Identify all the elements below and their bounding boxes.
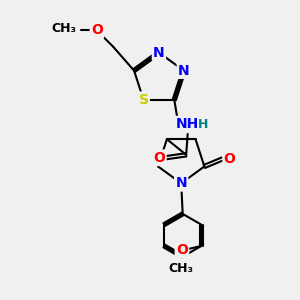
Text: N: N xyxy=(153,46,165,59)
Text: O: O xyxy=(91,23,103,38)
Text: N: N xyxy=(178,64,190,78)
Text: O: O xyxy=(176,244,188,257)
Text: O: O xyxy=(224,152,236,166)
Text: O: O xyxy=(154,151,165,165)
Text: H: H xyxy=(198,118,208,131)
Text: NH: NH xyxy=(176,117,199,131)
Text: S: S xyxy=(139,93,148,107)
Text: CH₃: CH₃ xyxy=(51,22,76,35)
Text: N: N xyxy=(176,176,187,190)
Text: CH₃: CH₃ xyxy=(168,262,193,275)
